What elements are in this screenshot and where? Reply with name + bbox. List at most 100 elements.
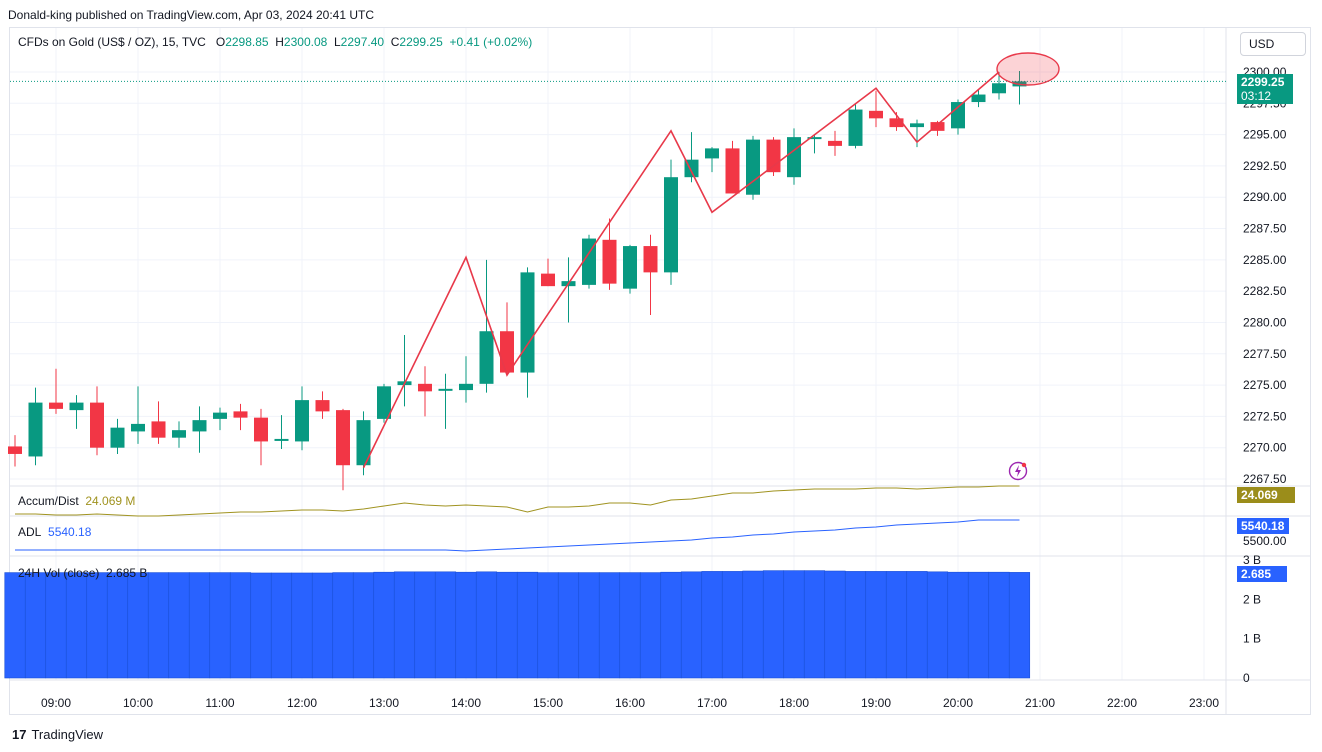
volume-bar[interactable] bbox=[721, 571, 744, 679]
candle-body[interactable] bbox=[951, 102, 965, 129]
volume-bar[interactable] bbox=[127, 572, 149, 679]
volume-bar[interactable] bbox=[434, 571, 457, 679]
candle-body[interactable] bbox=[254, 417, 268, 442]
candle-body[interactable] bbox=[971, 94, 986, 103]
candle-body[interactable] bbox=[541, 273, 555, 287]
candle-body[interactable] bbox=[992, 83, 1006, 94]
volume-bar[interactable] bbox=[844, 571, 867, 679]
candle-body[interactable] bbox=[295, 400, 309, 442]
volume-bar[interactable] bbox=[4, 572, 26, 679]
volume-bar[interactable] bbox=[352, 572, 375, 679]
volume-bar[interactable] bbox=[701, 571, 723, 679]
lightning-icon[interactable] bbox=[1008, 461, 1028, 481]
candle-body[interactable] bbox=[746, 139, 760, 195]
target-ellipse[interactable] bbox=[996, 52, 1060, 86]
candle-body[interactable] bbox=[28, 402, 43, 457]
candle-body[interactable] bbox=[930, 122, 945, 131]
candle-body[interactable] bbox=[520, 272, 535, 373]
candle-body[interactable] bbox=[664, 177, 678, 273]
volume-bar[interactable] bbox=[803, 570, 826, 679]
volume-bar[interactable] bbox=[311, 572, 334, 679]
candle-body[interactable] bbox=[889, 118, 904, 128]
candle-body[interactable] bbox=[459, 383, 473, 391]
candle-body[interactable] bbox=[623, 246, 637, 289]
candle-body[interactable] bbox=[828, 140, 842, 146]
volume-bar[interactable] bbox=[147, 572, 170, 679]
volume-bar[interactable] bbox=[188, 572, 211, 679]
volume-bar[interactable] bbox=[229, 572, 252, 679]
volume-bar[interactable] bbox=[537, 572, 559, 679]
volume-bar[interactable] bbox=[947, 571, 969, 679]
volume-bar[interactable] bbox=[660, 571, 682, 679]
candle-body[interactable] bbox=[8, 446, 22, 454]
volume-bar[interactable] bbox=[516, 571, 539, 679]
candle-body[interactable] bbox=[49, 402, 63, 409]
volume-bar[interactable] bbox=[865, 571, 887, 679]
volume-bar[interactable] bbox=[455, 571, 477, 679]
volume-bar[interactable] bbox=[762, 570, 785, 679]
accum-dist-legend[interactable]: Accum/Dist 24.069 M bbox=[18, 494, 135, 508]
volume-bar[interactable] bbox=[270, 572, 293, 679]
adl-legend[interactable]: ADL 5540.18 bbox=[18, 525, 91, 539]
candle-body[interactable] bbox=[602, 239, 617, 284]
candle-body[interactable] bbox=[643, 246, 658, 273]
volume-bar[interactable] bbox=[393, 571, 416, 679]
candle-body[interactable] bbox=[910, 123, 924, 128]
volume-bar[interactable] bbox=[106, 572, 129, 679]
volume-bar[interactable] bbox=[578, 572, 600, 679]
volume-bar[interactable] bbox=[598, 572, 621, 679]
candle-body[interactable] bbox=[787, 137, 801, 178]
volume-bar[interactable] bbox=[906, 571, 928, 679]
candle-body[interactable] bbox=[377, 386, 391, 419]
volume-bar[interactable] bbox=[45, 572, 67, 679]
candle-body[interactable] bbox=[705, 148, 719, 159]
candle-body[interactable] bbox=[807, 137, 822, 140]
candle-body[interactable] bbox=[500, 331, 514, 373]
volume-bar[interactable] bbox=[824, 570, 846, 679]
volume-bar[interactable] bbox=[496, 571, 518, 679]
volume-bar[interactable] bbox=[742, 570, 764, 679]
volume-bar[interactable] bbox=[65, 572, 88, 679]
volume-bar[interactable] bbox=[967, 571, 990, 679]
volume-bar[interactable] bbox=[680, 571, 703, 679]
tradingview-logo[interactable]: 17 TradingView bbox=[12, 727, 103, 742]
volume-bar[interactable] bbox=[1008, 572, 1031, 679]
pattern-drawing-line[interactable] bbox=[362, 71, 1000, 469]
volume-bar[interactable] bbox=[557, 572, 580, 679]
volume-legend[interactable]: 24H Vol (close) 2.685 B bbox=[18, 566, 147, 580]
volume-bar[interactable] bbox=[619, 572, 641, 679]
candle-body[interactable] bbox=[151, 421, 166, 438]
volume-bar[interactable] bbox=[291, 572, 313, 679]
volume-bar[interactable] bbox=[209, 572, 231, 679]
candle-body[interactable] bbox=[336, 410, 350, 466]
volume-bar[interactable] bbox=[639, 572, 662, 679]
candle-body[interactable] bbox=[315, 400, 330, 412]
candle-body[interactable] bbox=[131, 423, 145, 432]
candle-body[interactable] bbox=[90, 402, 104, 448]
candle-body[interactable] bbox=[274, 438, 289, 441]
volume-bar[interactable] bbox=[250, 572, 272, 679]
candle-body[interactable] bbox=[418, 383, 432, 392]
volume-bar[interactable] bbox=[475, 571, 498, 679]
candle-body[interactable] bbox=[233, 411, 248, 418]
currency-button[interactable]: USD bbox=[1240, 32, 1306, 56]
volume-bar[interactable] bbox=[332, 572, 354, 679]
candle-body[interactable] bbox=[869, 110, 883, 119]
volume-bar[interactable] bbox=[373, 571, 395, 679]
candle-body[interactable] bbox=[192, 420, 207, 432]
candle-body[interactable] bbox=[110, 427, 125, 448]
volume-bar[interactable] bbox=[168, 572, 190, 679]
candle-body[interactable] bbox=[172, 430, 186, 438]
volume-bar[interactable] bbox=[988, 571, 1010, 679]
candle-body[interactable] bbox=[848, 109, 863, 146]
candle-body[interactable] bbox=[213, 412, 227, 419]
volume-bar[interactable] bbox=[86, 572, 108, 679]
candle-body[interactable] bbox=[766, 139, 781, 173]
candle-body[interactable] bbox=[479, 331, 494, 384]
volume-bar[interactable] bbox=[926, 571, 949, 679]
candle-body[interactable] bbox=[438, 388, 453, 391]
candle-body[interactable] bbox=[582, 238, 596, 285]
volume-bar[interactable] bbox=[414, 571, 436, 679]
volume-bar[interactable] bbox=[24, 572, 47, 679]
